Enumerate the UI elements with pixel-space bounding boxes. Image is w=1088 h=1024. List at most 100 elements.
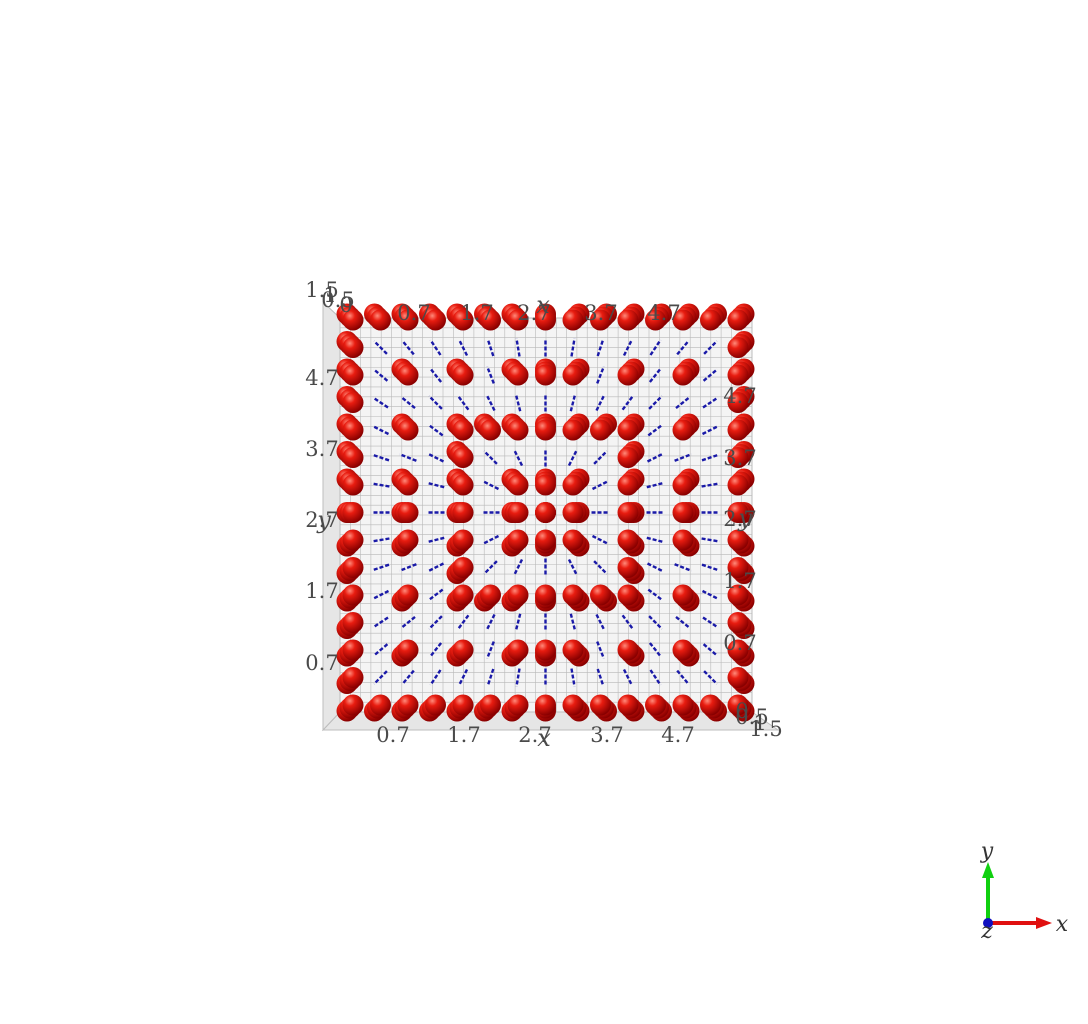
triad-z-arrow xyxy=(983,918,993,928)
y-right-tick-label: 0.7 xyxy=(723,631,756,655)
spin-sphere xyxy=(672,502,694,523)
spin-sphere xyxy=(727,474,749,496)
spin-sphere xyxy=(425,309,446,331)
spin-segment xyxy=(595,613,606,632)
spin-segment xyxy=(702,368,719,382)
x-axis: 0.7 1.7 2.7 3.7 4.7 x xyxy=(376,723,694,752)
spin-segment xyxy=(371,563,390,572)
x-tick-label: 0.7 xyxy=(376,723,409,747)
spin-segment xyxy=(512,448,524,467)
spin-sphere xyxy=(617,584,639,606)
spin-segment xyxy=(649,339,662,356)
spin-segment xyxy=(512,558,524,577)
spin-segment xyxy=(674,453,692,462)
spin-sphere xyxy=(452,447,474,468)
spin-segment xyxy=(426,452,445,463)
spin-segment xyxy=(646,536,665,544)
spin-segment xyxy=(567,448,579,467)
spin-segment xyxy=(428,367,443,383)
spin-segment xyxy=(596,338,605,357)
spin-sphere xyxy=(562,639,584,661)
x-top-axis-title: x xyxy=(536,291,550,319)
spin-segment xyxy=(426,536,445,544)
spin-sphere xyxy=(617,502,639,523)
spin-segment xyxy=(373,670,388,685)
spin-sphere xyxy=(727,309,749,331)
z-axis-top: 1.5 1 0.5 0 xyxy=(305,278,354,317)
spin-segment xyxy=(593,560,608,575)
z-tick-label: 1.5 xyxy=(749,717,782,741)
spin-sphere xyxy=(562,474,584,496)
spin-sphere xyxy=(617,419,639,441)
spin-sphere xyxy=(507,639,529,661)
spin-sphere xyxy=(480,694,501,716)
spin-segment xyxy=(428,395,443,410)
spin-sphere xyxy=(507,502,529,523)
spin-segment xyxy=(703,340,718,355)
spin-segment xyxy=(485,613,496,632)
spin-segment xyxy=(703,670,718,685)
z-tick-label: 0 xyxy=(735,699,748,723)
spin-sphere xyxy=(562,364,584,386)
spin-sphere xyxy=(617,639,639,661)
x-tick-label: 1.7 xyxy=(447,723,480,747)
spin-sphere xyxy=(397,502,419,523)
spin-sphere xyxy=(617,309,639,331)
spin-sphere xyxy=(645,694,666,716)
spin-sphere xyxy=(535,584,556,606)
spin-segment xyxy=(702,396,719,409)
spin-sphere xyxy=(397,584,419,606)
spin-segment xyxy=(570,668,576,687)
y-axis-right: 0.7 1.7 2.7 3.7 4.7 y xyxy=(723,384,756,655)
spin-segment xyxy=(514,393,522,412)
spin-segment xyxy=(428,615,443,630)
spin-segment xyxy=(593,450,608,465)
spin-sphere xyxy=(535,364,556,386)
spin-segment xyxy=(371,424,390,436)
triad-y-arrowhead xyxy=(982,862,994,878)
spin-segment xyxy=(595,393,606,412)
spin-segment xyxy=(701,482,720,488)
spin-sphere xyxy=(342,474,364,496)
spin-sphere xyxy=(342,392,364,413)
spin-sphere xyxy=(617,557,639,578)
spin-segment xyxy=(621,394,635,411)
spin-sphere xyxy=(535,639,556,661)
spin-sphere xyxy=(727,419,749,441)
spin-segment xyxy=(515,668,521,687)
spin-sphere xyxy=(562,502,584,523)
spin-segment xyxy=(486,668,495,687)
spin-segment xyxy=(647,423,664,437)
spin-sphere xyxy=(617,364,639,386)
spin-sphere xyxy=(700,309,721,331)
spin-sphere xyxy=(727,584,749,606)
spin-segment xyxy=(429,669,442,686)
spin-sphere xyxy=(397,694,419,716)
spin-segment xyxy=(701,563,720,572)
spin-sphere xyxy=(370,694,391,716)
spin-sphere xyxy=(507,309,529,331)
spin-sphere xyxy=(727,364,749,386)
spin-sphere xyxy=(535,419,556,441)
spin-segment xyxy=(427,423,444,437)
triad-x-label: x xyxy=(1056,912,1069,937)
spin-segment xyxy=(371,453,390,462)
y-tick-label: 2.7 xyxy=(305,508,338,532)
triad-x-arrowhead xyxy=(1036,917,1052,929)
y-tick-label: 0.7 xyxy=(305,651,338,675)
spin-segment xyxy=(646,562,665,573)
spin-sphere xyxy=(535,474,556,496)
spin-sphere xyxy=(452,694,474,716)
spin-segment xyxy=(371,537,390,543)
spin-sphere xyxy=(617,447,639,468)
spin-segment xyxy=(483,560,498,575)
spin-segment xyxy=(622,338,634,357)
spin-sphere xyxy=(452,502,474,523)
spin-sphere xyxy=(480,584,501,606)
spin-sphere xyxy=(727,667,749,688)
spin-segment xyxy=(372,643,389,657)
spin-sphere xyxy=(700,694,721,716)
spin-sphere xyxy=(727,612,749,633)
y-right-tick-label: 2.7 xyxy=(723,507,756,531)
